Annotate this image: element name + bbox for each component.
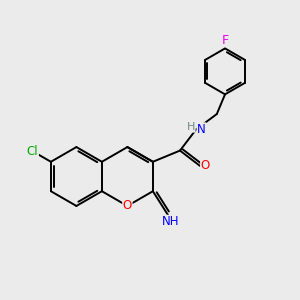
Text: NH: NH (162, 215, 179, 228)
Text: N: N (197, 123, 206, 136)
Text: Cl: Cl (27, 145, 38, 158)
Text: O: O (123, 200, 132, 212)
Text: F: F (221, 34, 229, 47)
Text: H: H (187, 122, 195, 132)
Text: O: O (201, 159, 210, 172)
